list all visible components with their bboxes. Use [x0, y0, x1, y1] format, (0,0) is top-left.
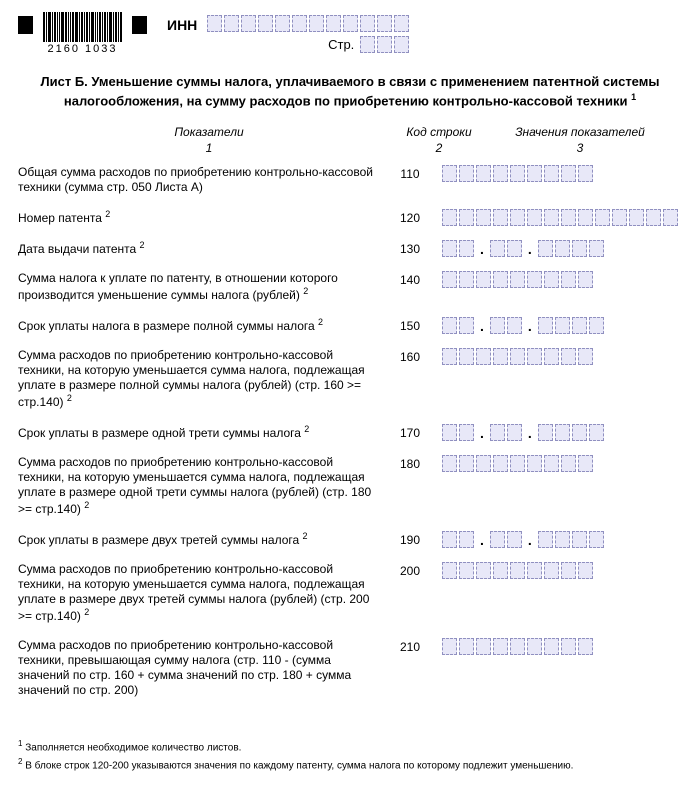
- row-code: 200: [386, 562, 434, 578]
- row-label: Сумма расходов по приобретению контрольн…: [18, 638, 378, 698]
- marker-left: [18, 16, 33, 34]
- form-row-200: Сумма расходов по приобретению контрольн…: [18, 562, 682, 624]
- form-row-120: Номер патента 2 120: [18, 209, 682, 226]
- row-value[interactable]: [442, 165, 682, 182]
- row-code: 140: [386, 271, 434, 287]
- row-code: 160: [386, 348, 434, 364]
- row-label: Срок уплаты в размере двух третей суммы …: [18, 531, 378, 548]
- row-label: Сумма расходов по приобретению контрольн…: [18, 562, 378, 624]
- barcode-number: 2160 1033: [48, 43, 118, 55]
- form-row-190: Срок уплаты в размере двух третей суммы …: [18, 531, 682, 548]
- row-code: 150: [386, 317, 434, 333]
- inn-cells[interactable]: [207, 15, 409, 32]
- row-value[interactable]: ..: [442, 240, 682, 257]
- row-code: 180: [386, 455, 434, 471]
- marker-right: [132, 16, 147, 34]
- row-code: 110: [386, 165, 434, 181]
- footnotes: 1 Заполняется необходимое количество лис…: [18, 738, 682, 773]
- row-value[interactable]: [442, 348, 682, 365]
- row-value[interactable]: [442, 271, 682, 288]
- row-value[interactable]: [442, 638, 682, 655]
- row-label: Сумма расходов по приобретению контрольн…: [18, 348, 378, 410]
- row-value[interactable]: ..: [442, 424, 682, 441]
- form-row-170: Срок уплаты в размере одной трети суммы …: [18, 424, 682, 441]
- row-label: Номер патента 2: [18, 209, 378, 226]
- form-row-160: Сумма расходов по приобретению контрольн…: [18, 348, 682, 410]
- form-row-210: Сумма расходов по приобретению контрольн…: [18, 638, 682, 698]
- page-label: Стр.: [328, 37, 354, 52]
- form-row-150: Срок уплаты налога в размере полной сумм…: [18, 317, 682, 334]
- row-code: 190: [386, 531, 434, 547]
- form-header: 2160 1033 ИНН Стр.: [18, 12, 682, 55]
- form-row-180: Сумма расходов по приобретению контрольн…: [18, 455, 682, 517]
- row-label: Сумма налога к уплате по патенту, в отно…: [18, 271, 378, 303]
- row-label: Срок уплаты в размере одной трети суммы …: [18, 424, 378, 441]
- row-value[interactable]: [442, 209, 682, 226]
- page-cells[interactable]: [360, 36, 409, 53]
- rows-container: Общая сумма расходов по приобретению кон…: [18, 165, 682, 698]
- row-value[interactable]: [442, 562, 682, 579]
- row-code: 210: [386, 638, 434, 654]
- form-row-130: Дата выдачи патента 2 130..: [18, 240, 682, 257]
- row-value[interactable]: [442, 455, 682, 472]
- row-value[interactable]: ..: [442, 317, 682, 334]
- form-row-110: Общая сумма расходов по приобретению кон…: [18, 165, 682, 195]
- row-value[interactable]: ..: [442, 531, 682, 548]
- row-code: 120: [386, 209, 434, 225]
- inn-label: ИНН: [167, 17, 197, 33]
- row-label: Общая сумма расходов по приобретению кон…: [18, 165, 378, 195]
- row-label: Срок уплаты налога в размере полной сумм…: [18, 317, 378, 334]
- barcode: 2160 1033: [43, 12, 122, 55]
- section-title: Лист Б. Уменьшение суммы налога, уплачив…: [38, 73, 662, 109]
- barcode-bars: [43, 12, 122, 42]
- form-row-140: Сумма налога к уплате по патенту, в отно…: [18, 271, 682, 303]
- row-label: Дата выдачи патента 2: [18, 240, 378, 257]
- row-code: 170: [386, 424, 434, 440]
- row-label: Сумма расходов по приобретению контрольн…: [18, 455, 378, 517]
- column-headers: Показатели Код строки Значения показател…: [18, 123, 682, 157]
- row-code: 130: [386, 240, 434, 256]
